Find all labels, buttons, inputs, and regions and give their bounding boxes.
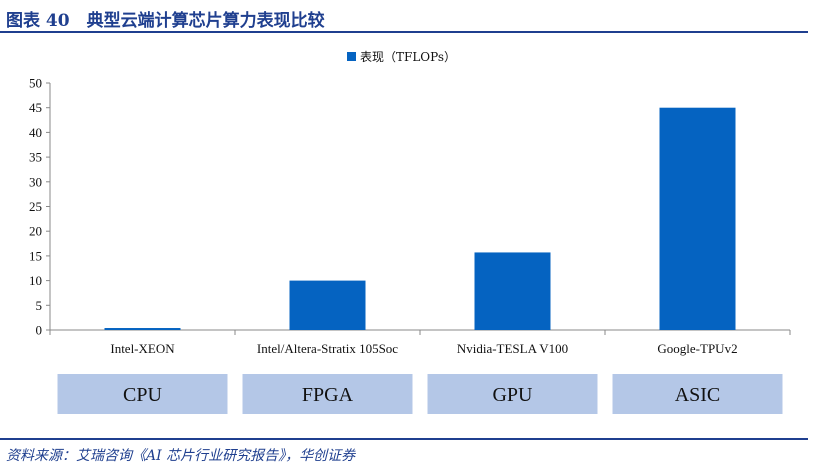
legend-label: 表现（TFLOPs） (360, 50, 456, 64)
group-box (427, 374, 598, 414)
x-category-label: Intel/Altera-Stratix 105Soc (257, 341, 398, 356)
group-box (242, 374, 413, 414)
source-note: 资料来源：艾瑞咨询《AI 芯片行业研究报告》，华创证券 (6, 448, 356, 464)
y-tick-label: 0 (36, 323, 43, 338)
group-box (612, 374, 783, 414)
footer-rule (0, 438, 808, 440)
y-tick-label: 10 (29, 273, 42, 288)
y-tick-label: 30 (29, 174, 42, 189)
x-category-label: Intel-XEON (110, 341, 175, 356)
x-category-label: Nvidia-TESLA V100 (457, 341, 568, 356)
title-underline (0, 31, 808, 33)
group-label: CPU (123, 384, 162, 406)
x-category-label: Google-TPUv2 (657, 341, 737, 356)
y-tick-label: 25 (29, 199, 42, 214)
figure-title: 图表 40 典型云端计算芯片算力表现比较 (6, 11, 325, 31)
bar-4 (659, 107, 736, 330)
y-tick-label: 5 (36, 298, 43, 313)
bar-2 (289, 280, 366, 330)
y-tick-label: 40 (29, 125, 42, 140)
bar-1 (104, 328, 181, 330)
bar-3 (474, 252, 551, 330)
y-tick-label: 45 (29, 100, 42, 115)
group-box (57, 374, 228, 414)
y-tick-label: 20 (29, 224, 42, 239)
group-label: FPGA (302, 384, 354, 406)
group-label: GPU (492, 384, 533, 406)
group-label: ASIC (675, 384, 721, 406)
y-tick-label: 50 (29, 76, 42, 91)
y-tick-label: 15 (29, 248, 42, 263)
legend-swatch (347, 52, 356, 61)
y-tick-label: 35 (29, 150, 42, 165)
